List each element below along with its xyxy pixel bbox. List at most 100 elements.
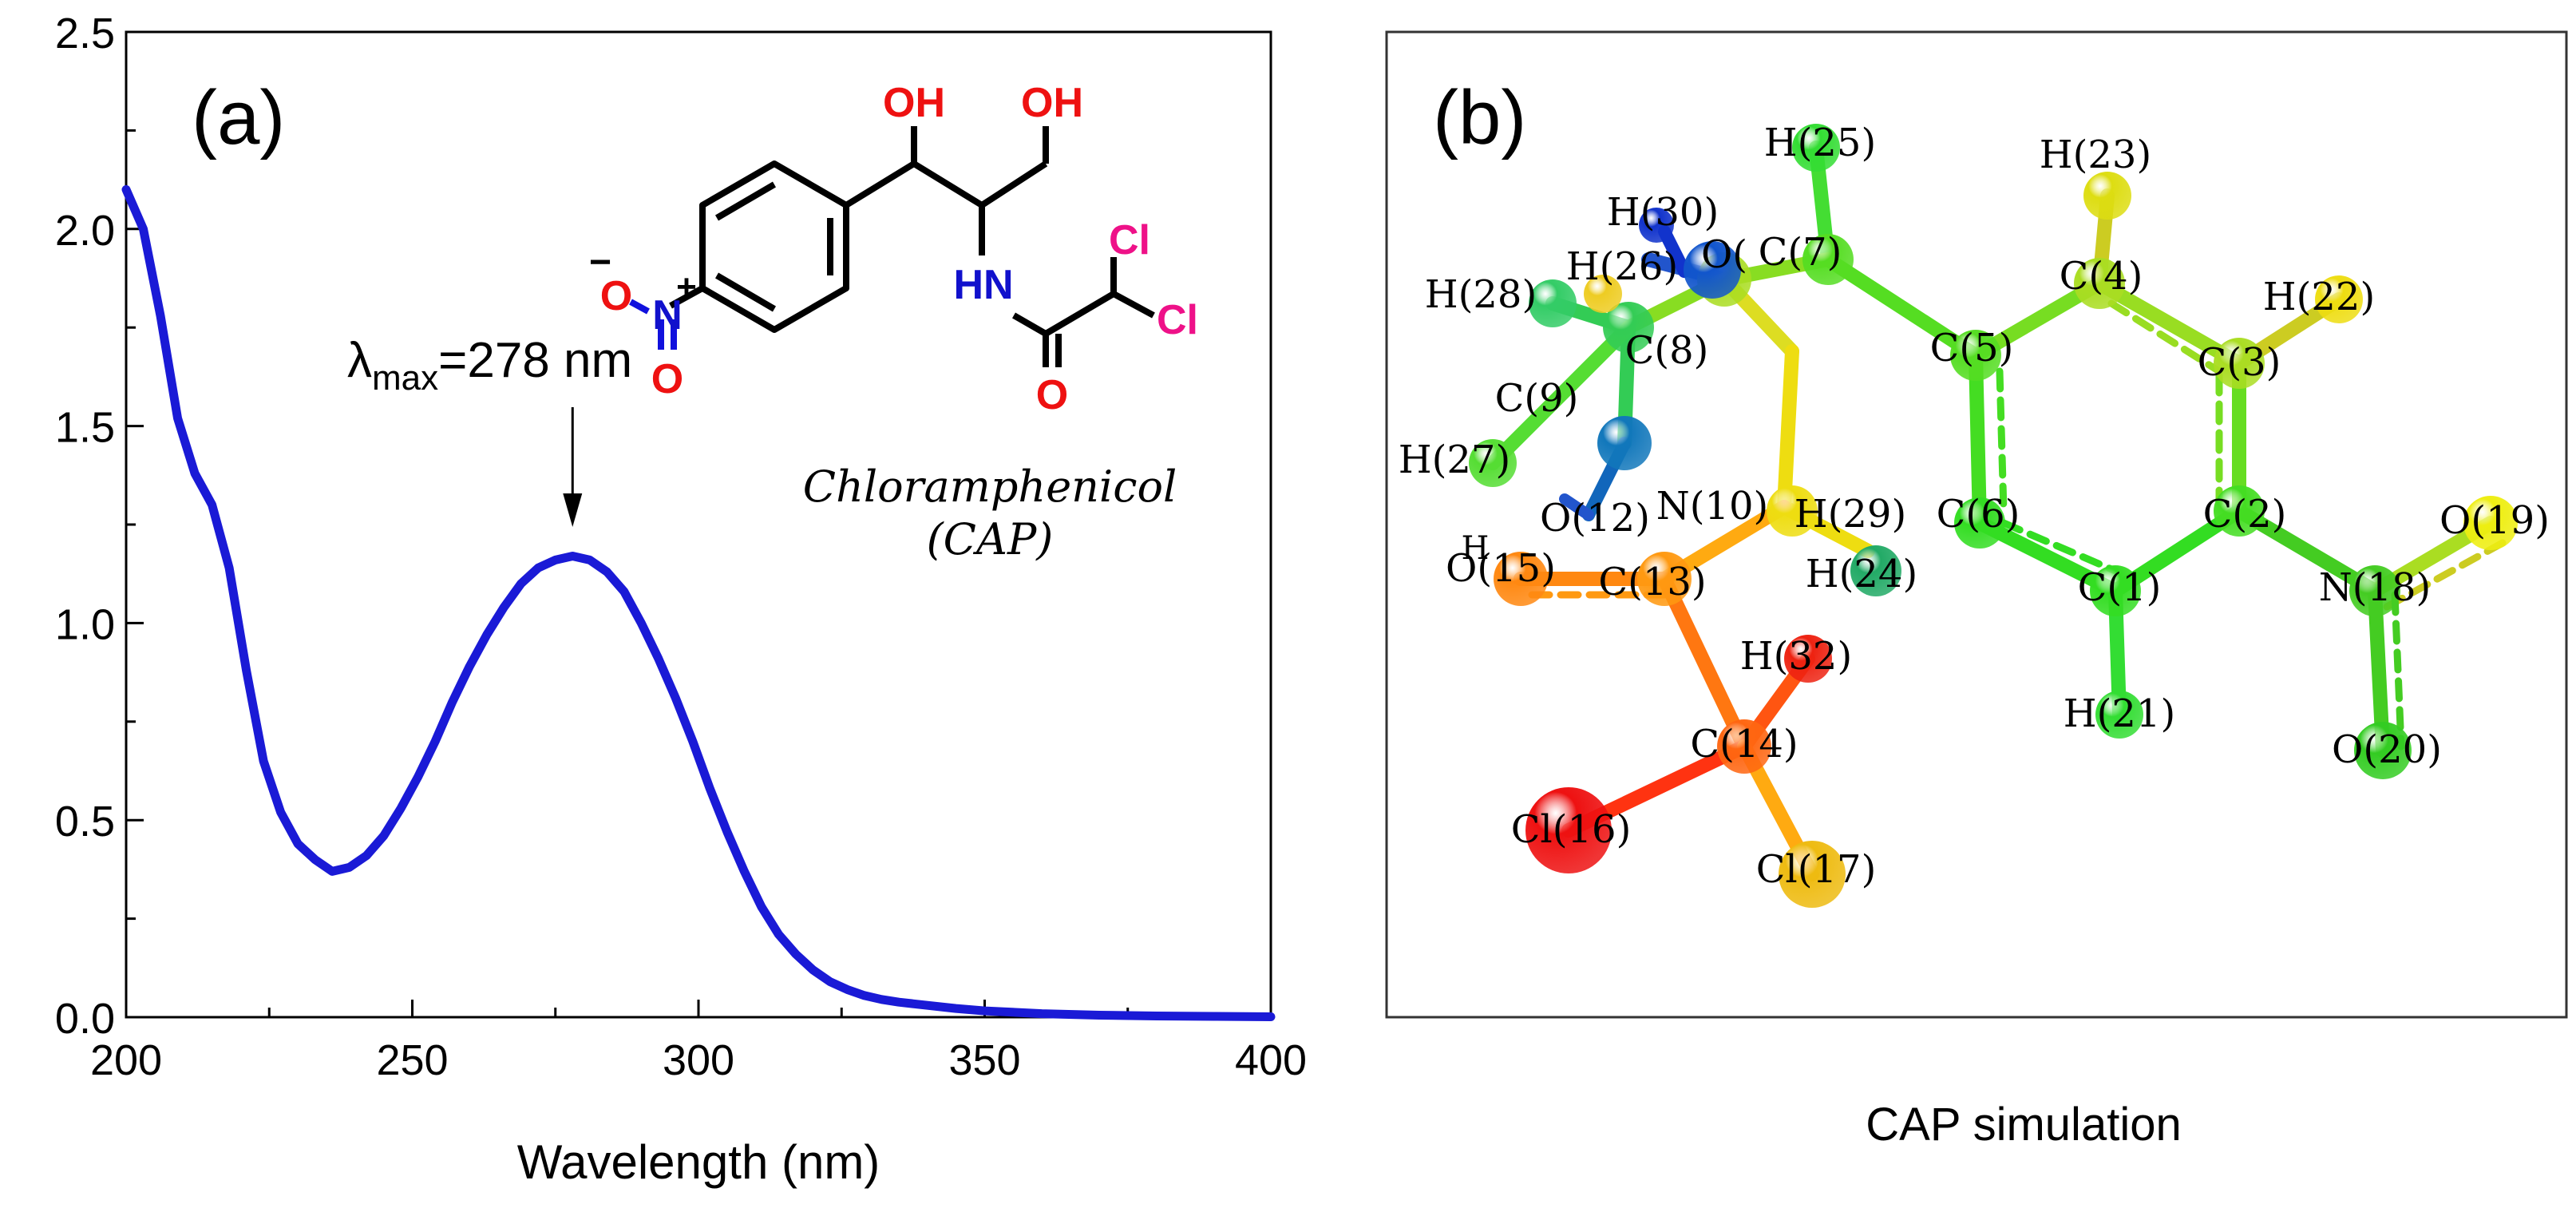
atom-sphere-c1 — [2090, 565, 2141, 616]
atom-label-h-fragment: H — [1462, 530, 1490, 567]
y-tick-label: 0.0 — [55, 995, 115, 1043]
lambda-arrow-head — [563, 493, 583, 527]
x-axis-ticks: 200 250 300 350 400 — [90, 1000, 1307, 1084]
atom-label-c13: C(13) — [1598, 560, 1706, 604]
atom-sphere-o12 — [1597, 416, 1652, 470]
atom-sphere-h28 — [1529, 279, 1577, 327]
atom-sphere-c6 — [1954, 497, 2005, 549]
atom-label-c4: C(4) — [2060, 254, 2143, 299]
atom-label-c14: C(14) — [1690, 722, 1798, 766]
hydroxyl-label-2: OH — [1021, 80, 1083, 126]
atom-label-c9: C(9) — [1495, 376, 1579, 421]
atom-sphere-h25 — [1792, 124, 1840, 172]
x-axis-label: Wavelength (nm) — [517, 1135, 880, 1189]
atom-label-h25: H(25) — [1764, 121, 1876, 165]
panel-label-b: (b) — [1433, 75, 1526, 160]
atom-label-h24: H(24) — [1806, 552, 1917, 596]
structure-bonds — [669, 126, 1155, 367]
minus-charge: − — [589, 241, 611, 283]
atom-sphere-h21 — [2095, 691, 2143, 739]
atom-label-c8: C(8) — [1625, 328, 1709, 373]
x-tick-label: 300 — [663, 1036, 734, 1084]
atom-sphere-c7 — [1802, 234, 1854, 285]
y-tick-label: 1.0 — [55, 600, 115, 648]
lambda-value: =278 nm — [438, 333, 632, 388]
atom-label-h32: H(32) — [1740, 634, 1852, 679]
structure-name-line2: (CAP) — [927, 514, 1054, 564]
atom-sphere-c2 — [2214, 485, 2265, 537]
atom-label-h21: H(21) — [2064, 691, 2175, 736]
atom-label-c2: C(2) — [2203, 492, 2287, 537]
atom-label-h29: H(29) — [1794, 492, 1906, 537]
atom-label-o15: O(15) — [1446, 546, 1556, 591]
atom-sphere-h24 — [1850, 545, 1901, 596]
atom-sphere-n18 — [2349, 565, 2400, 616]
lambda-subscript: max — [372, 358, 438, 398]
simulation-frame — [1385, 30, 2568, 1019]
x-tick-label: 250 — [376, 1036, 448, 1084]
atom-label-o19: O(19) — [2439, 498, 2550, 543]
lambda-symbol: λ — [347, 333, 372, 388]
structure-nitro-bonds — [629, 299, 677, 350]
atom-sphere-c3 — [2214, 338, 2265, 389]
x-tick-label: 350 — [948, 1036, 1020, 1084]
atom-label-c1: C(1) — [2078, 565, 2162, 610]
chlorine-label-2: Cl — [1157, 297, 1198, 343]
uv-vis-spectrum-panel: 0.0 0.5 1.0 1.5 2.0 2.5 200 250 300 350 400 (a) λ… — [55, 10, 1307, 1189]
simulation-caption: CAP simulation — [1866, 1099, 2181, 1151]
atom-sphere-h27 — [1469, 439, 1517, 487]
molecule-atoms — [1469, 124, 2518, 908]
atom-sphere-o — [1684, 241, 1741, 299]
atom-label-cl16: Cl(16) — [1511, 807, 1632, 852]
atom-labels: C(1) C(2) C(3) C(4) C(5) C(6) C(7) C(8) … — [1399, 121, 2550, 892]
atom-sphere-o15 — [1494, 552, 1548, 606]
atom-label-c7: C(7) — [1759, 230, 1842, 275]
atom-label-h30: H(30) — [1607, 190, 1719, 235]
amide-nh-label: HN — [953, 262, 1013, 308]
atom-sphere-c9 — [1603, 302, 1654, 353]
y-tick-label: 2.0 — [55, 207, 115, 255]
atom-sphere-c5 — [1950, 330, 2001, 381]
atom-label-h23: H(23) — [2040, 133, 2151, 177]
panel-label-a: (a) — [192, 75, 285, 160]
atom-label-c3: C(3) — [2198, 340, 2281, 385]
atom-label-o12: O(12) — [1540, 496, 1650, 541]
atom-label-n18: N(18) — [2319, 565, 2432, 610]
cap-simulation-panel: (b) — [1385, 30, 2568, 1151]
y-tick-label: 2.5 — [55, 10, 115, 57]
plus-charge: + — [676, 267, 697, 307]
atom-label-n10: N(10) — [1656, 484, 1769, 529]
nitro-o-minus-label: O — [600, 273, 632, 319]
atom-sphere-o19 — [2463, 496, 2518, 550]
atom-label-h22: H(22) — [2263, 275, 2375, 319]
chloramphenicol-structure: OH OH Cl Cl HN O N O O − + Chloramphenic… — [589, 80, 1198, 564]
nitro-n-label: N — [652, 292, 683, 339]
nitro-o-double-label: O — [651, 356, 683, 402]
atom-sphere-h30 — [1639, 208, 1674, 243]
atom-sphere-cl17 — [1779, 841, 1846, 908]
plot-frame — [125, 30, 1272, 1019]
atom-sphere-n10 — [1767, 485, 1818, 537]
atom-label-o-fragment: O( — [1701, 232, 1747, 277]
x-tick-label: 400 — [1235, 1036, 1307, 1084]
absorbance-curve — [121, 184, 1276, 1021]
atom-sphere-c14 — [1717, 719, 1771, 774]
atom-sphere-h32 — [1784, 635, 1832, 683]
x-tick-label: 200 — [90, 1036, 162, 1084]
y-axis-ticks: 0.0 0.5 1.0 1.5 2.0 2.5 — [55, 10, 144, 1043]
chlorine-label-1: Cl — [1109, 217, 1150, 263]
atom-label-h27: H(27) — [1399, 438, 1510, 482]
atom-label-c6: C(6) — [1937, 492, 2020, 537]
atom-sphere-o20 — [2354, 722, 2412, 779]
atom-sphere-cl16 — [1525, 787, 1612, 873]
atom-sphere-h26 — [1584, 275, 1622, 313]
y-tick-label: 0.5 — [55, 798, 115, 846]
atom-label-h26: H(26) — [1566, 244, 1678, 289]
atom-label-cl17: Cl(17) — [1756, 847, 1877, 892]
atom-label-h28: H(28) — [1425, 272, 1537, 317]
atom-sphere-c13 — [1637, 552, 1692, 606]
atom-sphere-c4 — [2074, 258, 2125, 309]
hydroxyl-label-1: OH — [883, 80, 945, 126]
atom-label-c5: C(5) — [1930, 326, 2014, 370]
